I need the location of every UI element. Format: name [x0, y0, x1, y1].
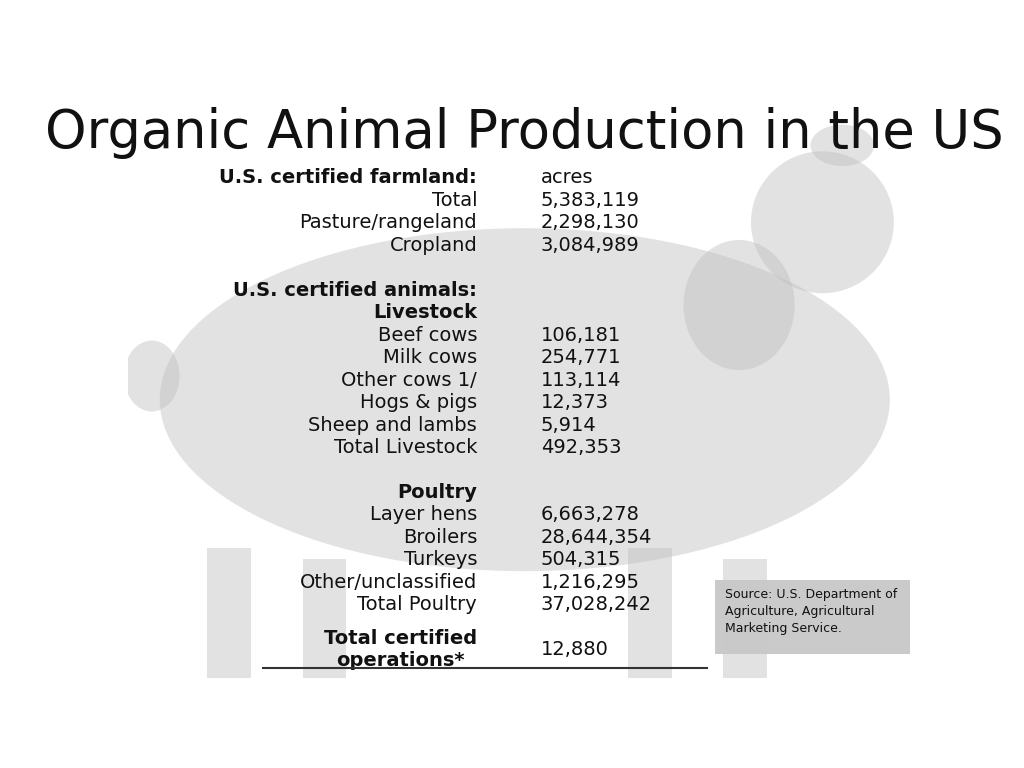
Text: 5,914: 5,914	[541, 415, 596, 435]
Text: Poultry: Poultry	[397, 483, 477, 502]
FancyBboxPatch shape	[723, 559, 767, 677]
Text: Total: Total	[431, 191, 477, 210]
Ellipse shape	[811, 124, 874, 166]
FancyBboxPatch shape	[715, 580, 909, 654]
Text: 3,084,989: 3,084,989	[541, 236, 639, 255]
Text: Turkeys: Turkeys	[403, 551, 477, 569]
Text: Hogs & pigs: Hogs & pigs	[360, 393, 477, 412]
Text: 113,114: 113,114	[541, 371, 621, 389]
Ellipse shape	[160, 228, 890, 571]
Text: 12,880: 12,880	[541, 641, 608, 659]
Text: 6,663,278: 6,663,278	[541, 505, 640, 525]
Text: Other cows 1/: Other cows 1/	[341, 371, 477, 389]
Text: acres: acres	[541, 168, 593, 187]
Text: Livestock: Livestock	[373, 303, 477, 323]
Text: Total certified
operations*: Total certified operations*	[324, 629, 477, 670]
Text: Sheep and lambs: Sheep and lambs	[308, 415, 477, 435]
Text: Broilers: Broilers	[402, 528, 477, 547]
Text: 504,315: 504,315	[541, 551, 622, 569]
Text: Total Livestock: Total Livestock	[334, 438, 477, 457]
Ellipse shape	[684, 240, 795, 370]
Text: U.S. certified animals:: U.S. certified animals:	[233, 281, 477, 300]
Text: 2,298,130: 2,298,130	[541, 214, 639, 233]
Text: 5,383,119: 5,383,119	[541, 191, 640, 210]
Text: 254,771: 254,771	[541, 348, 622, 367]
Text: Total Poultry: Total Poultry	[357, 595, 477, 614]
Text: U.S. certified farmland:: U.S. certified farmland:	[219, 168, 477, 187]
FancyBboxPatch shape	[303, 559, 346, 677]
FancyBboxPatch shape	[628, 548, 672, 677]
Text: Organic Animal Production in the US: Organic Animal Production in the US	[45, 107, 1005, 159]
Text: 492,353: 492,353	[541, 438, 622, 457]
FancyBboxPatch shape	[207, 548, 251, 677]
Ellipse shape	[751, 151, 894, 293]
Text: Source: U.S. Department of
Agriculture, Agricultural
Marketing Service.: Source: U.S. Department of Agriculture, …	[725, 588, 897, 634]
Text: Layer hens: Layer hens	[370, 505, 477, 525]
Text: 12,373: 12,373	[541, 393, 608, 412]
Text: Pasture/rangeland: Pasture/rangeland	[300, 214, 477, 233]
Text: Other/unclassified: Other/unclassified	[300, 573, 477, 592]
Text: 1,216,295: 1,216,295	[541, 573, 640, 592]
Text: 37,028,242: 37,028,242	[541, 595, 652, 614]
Text: Beef cows: Beef cows	[378, 326, 477, 345]
Ellipse shape	[124, 340, 179, 412]
Text: 106,181: 106,181	[541, 326, 621, 345]
Text: Milk cows: Milk cows	[383, 348, 477, 367]
Text: Cropland: Cropland	[389, 236, 477, 255]
Text: 28,644,354: 28,644,354	[541, 528, 652, 547]
